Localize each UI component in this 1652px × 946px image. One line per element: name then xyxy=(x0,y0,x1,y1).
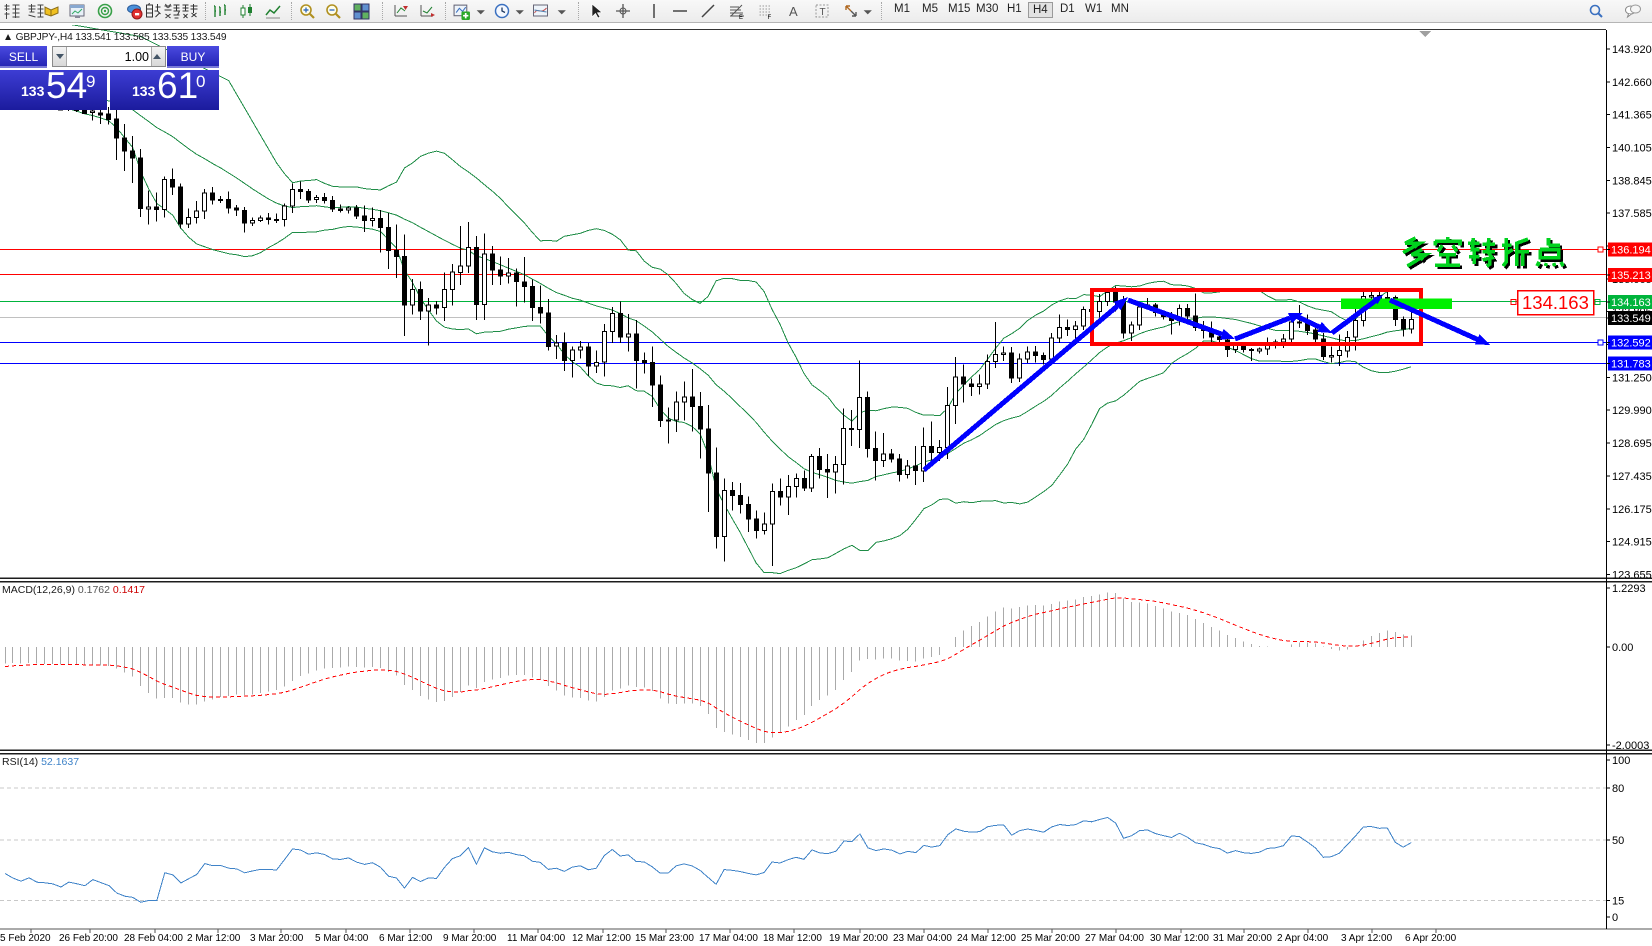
svg-text:142.660: 142.660 xyxy=(1612,77,1652,89)
svg-text:3 Apr 12:00: 3 Apr 12:00 xyxy=(1341,933,1393,944)
svg-text:27 Mar 04:00: 27 Mar 04:00 xyxy=(1085,933,1144,944)
svg-text:126.175: 126.175 xyxy=(1612,504,1652,516)
svg-text:133.549: 133.549 xyxy=(1611,313,1651,325)
svg-text:17 Mar 04:00: 17 Mar 04:00 xyxy=(699,933,758,944)
svg-text:T: T xyxy=(820,7,826,18)
svg-text:6 Mar 12:00: 6 Mar 12:00 xyxy=(379,933,433,944)
svg-text:80: 80 xyxy=(1612,783,1624,795)
svg-text:15: 15 xyxy=(1612,896,1624,908)
svg-text:131.783: 131.783 xyxy=(1611,359,1651,371)
svg-text:128.695: 128.695 xyxy=(1612,438,1652,450)
svg-text:50: 50 xyxy=(1612,835,1624,847)
svg-text:136.194: 136.194 xyxy=(1611,244,1651,256)
svg-text:28 Feb 04:00: 28 Feb 04:00 xyxy=(124,933,183,944)
svg-text:5 Feb 2020: 5 Feb 2020 xyxy=(0,933,51,944)
svg-text:30 Mar 12:00: 30 Mar 12:00 xyxy=(1150,933,1209,944)
svg-text:135.213: 135.213 xyxy=(1611,270,1651,282)
svg-text:▲ GBPJPY-,H4 133.541 133.585: ▲ GBPJPY-,H4 133.541 133.585 133.535 133… xyxy=(3,32,227,43)
svg-text:5 Mar 04:00: 5 Mar 04:00 xyxy=(315,933,369,944)
svg-text:23 Mar 04:00: 23 Mar 04:00 xyxy=(893,933,952,944)
svg-text:2 Apr 04:00: 2 Apr 04:00 xyxy=(1277,933,1329,944)
svg-text:143.920: 143.920 xyxy=(1612,44,1652,56)
svg-text:140.105: 140.105 xyxy=(1612,143,1652,155)
svg-text:26 Feb 20:00: 26 Feb 20:00 xyxy=(59,933,118,944)
svg-text:0.00: 0.00 xyxy=(1612,642,1633,654)
svg-text:141.365: 141.365 xyxy=(1612,110,1652,122)
svg-text:12 Mar 12:00: 12 Mar 12:00 xyxy=(572,933,631,944)
svg-text:123.655: 123.655 xyxy=(1612,569,1652,581)
svg-text:31 Mar 20:00: 31 Mar 20:00 xyxy=(1213,933,1272,944)
svg-text:137.585: 137.585 xyxy=(1612,208,1652,220)
svg-text:131.250: 131.250 xyxy=(1612,372,1652,384)
svg-text:E: E xyxy=(739,15,743,20)
svg-text:19 Mar 20:00: 19 Mar 20:00 xyxy=(829,933,888,944)
svg-text:134.163: 134.163 xyxy=(1522,292,1589,313)
svg-text:-2.0003: -2.0003 xyxy=(1612,740,1649,752)
svg-text:2 Mar 12:00: 2 Mar 12:00 xyxy=(187,933,241,944)
svg-text:100: 100 xyxy=(1612,755,1630,767)
svg-text:RSI(14) 52.1637: RSI(14) 52.1637 xyxy=(2,756,79,768)
svg-text:1.2293: 1.2293 xyxy=(1612,583,1646,595)
svg-text:24 Mar 12:00: 24 Mar 12:00 xyxy=(957,933,1016,944)
svg-text:25 Mar 20:00: 25 Mar 20:00 xyxy=(1021,933,1080,944)
svg-text:138.845: 138.845 xyxy=(1612,175,1652,187)
svg-text:129.990: 129.990 xyxy=(1612,405,1652,417)
svg-text:A: A xyxy=(789,4,798,19)
svg-text:11 Mar 04:00: 11 Mar 04:00 xyxy=(507,933,566,944)
svg-text:124.915: 124.915 xyxy=(1612,537,1652,549)
svg-text:132.592: 132.592 xyxy=(1611,338,1651,350)
svg-text:F: F xyxy=(768,15,772,20)
svg-text:127.435: 127.435 xyxy=(1612,471,1652,483)
svg-text:0: 0 xyxy=(1612,912,1618,924)
svg-text:134.163: 134.163 xyxy=(1611,297,1651,309)
svg-text:15 Mar 23:00: 15 Mar 23:00 xyxy=(635,933,694,944)
svg-text:MACD(12,26,9) 0.1762 0.1417: MACD(12,26,9) 0.1762 0.1417 xyxy=(2,584,145,596)
svg-text:18 Mar 12:00: 18 Mar 12:00 xyxy=(763,933,822,944)
svg-text:3 Mar 20:00: 3 Mar 20:00 xyxy=(250,933,304,944)
svg-text:6 Apr 20:00: 6 Apr 20:00 xyxy=(1405,933,1457,944)
svg-text:9 Mar 20:00: 9 Mar 20:00 xyxy=(443,933,497,944)
